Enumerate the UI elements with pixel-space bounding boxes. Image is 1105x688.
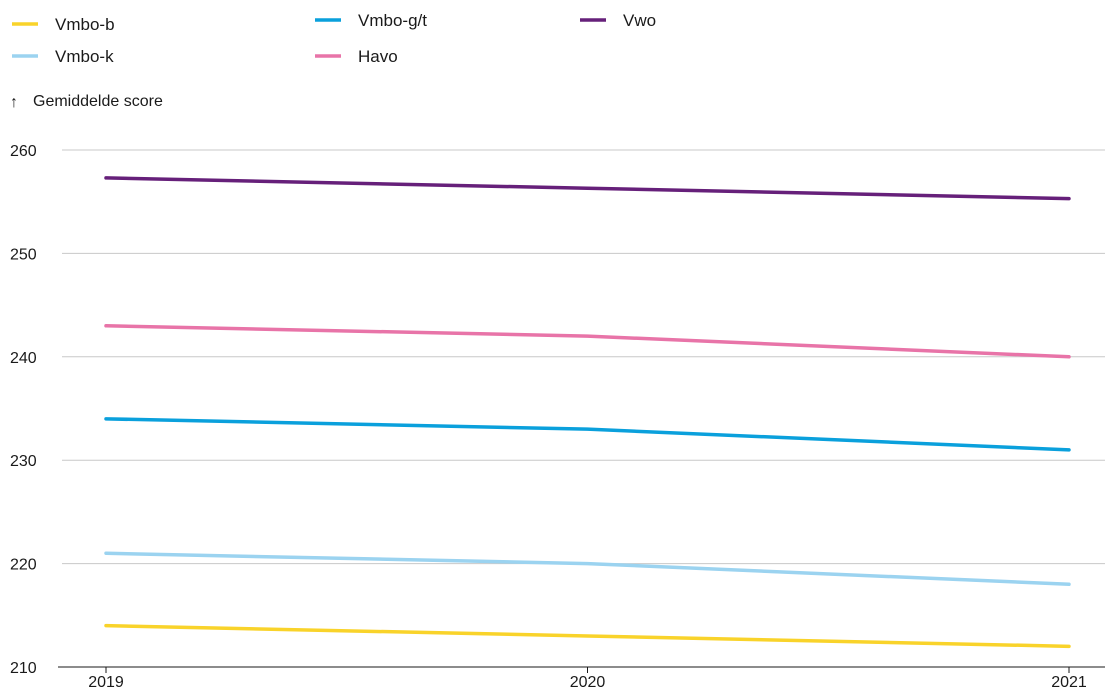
legend-item: Vwo	[580, 11, 656, 30]
y-tick-labels: 210 220 230 240 250 260	[10, 143, 37, 677]
y-axis-label: ↑ Gemiddelde score	[10, 93, 163, 111]
legend-item: Havo	[315, 47, 398, 66]
y-axis-arrow-icon: ↑	[10, 94, 18, 111]
x-tick-label: 2019	[88, 674, 124, 688]
series-lines	[104, 176, 1071, 649]
series-line-vmbo-g-t	[104, 417, 1071, 452]
y-tick-label: 210	[10, 660, 37, 677]
y-tick-label: 230	[10, 453, 37, 470]
y-tick-label: 220	[10, 557, 37, 574]
legend-label: Vmbo-g/t	[358, 11, 427, 30]
legend-item: Vmbo-g/t	[315, 11, 427, 30]
series-line-vmbo-b	[104, 623, 1071, 649]
legend-item: Vmbo-b	[12, 15, 115, 34]
legend-label: Vwo	[623, 11, 656, 30]
x-tick-labels: 2019 2020 2021	[88, 667, 1087, 688]
y-tick-label: 250	[10, 246, 37, 263]
y-axis-title: Gemiddelde score	[33, 93, 163, 110]
y-tick-label: 260	[10, 143, 37, 160]
legend-label: Vmbo-k	[55, 47, 114, 66]
legend: Vmbo-b Vmbo-k Vmbo-g/t Havo Vwo	[12, 11, 656, 66]
x-tick-label: 2021	[1051, 674, 1087, 688]
legend-label: Havo	[358, 47, 398, 66]
legend-item: Vmbo-k	[12, 47, 114, 66]
gridlines	[58, 149, 1105, 668]
series-line-havo	[104, 324, 1071, 359]
legend-label: Vmbo-b	[55, 15, 115, 34]
series-line-vmbo-k	[104, 551, 1071, 587]
y-tick-label: 240	[10, 350, 37, 367]
x-tick-label: 2020	[570, 674, 606, 688]
series-line-vwo	[104, 176, 1071, 201]
